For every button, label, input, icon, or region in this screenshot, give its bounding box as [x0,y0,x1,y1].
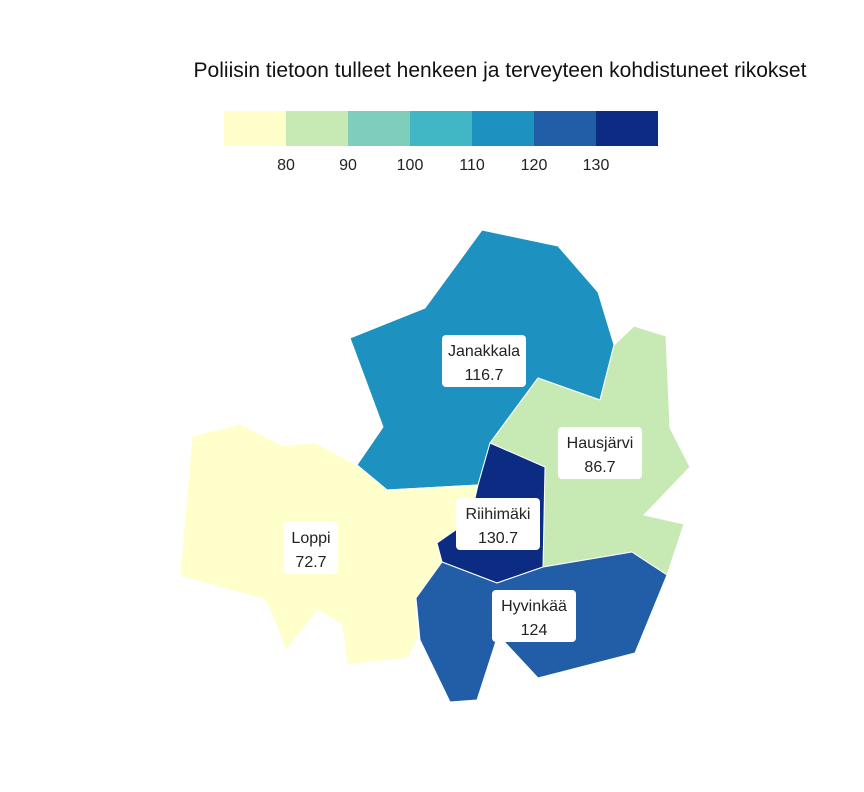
labels-layer: Janakkala 116.7 Hausjärvi 86.7 Loppi 72.… [284,335,642,642]
legend-swatch [534,111,596,146]
label-box [558,427,642,479]
region-value-label: 72.7 [295,554,326,571]
legend-tick-label: 80 [277,157,295,174]
region-value-label: 130.7 [478,530,518,547]
map-title: Poliisin tietoon tulleet henkeen ja terv… [194,59,807,82]
label-hausjarvi: Hausjärvi 86.7 [558,427,642,479]
label-box [284,522,338,574]
legend-tick-label: 90 [339,157,357,174]
region-name-label: Janakkala [448,343,520,360]
region-name-label: Hyvinkää [501,598,567,615]
label-box [492,590,576,642]
color-legend: 80 90 100 110 120 130 [224,111,658,174]
label-hyvinkaa: Hyvinkää 124 [492,590,576,642]
region-name-label: Hausjärvi [567,435,634,452]
region-value-label: 116.7 [465,367,504,384]
legend-swatch [224,111,286,146]
legend-tick-label: 110 [459,157,485,174]
region-name-label: Riihimäki [466,506,531,523]
region-value-label: 86.7 [584,459,615,476]
legend-swatch [410,111,472,146]
legend-tick-label: 120 [521,157,548,174]
legend-tick-label: 130 [583,157,610,174]
label-loppi: Loppi 72.7 [284,522,338,574]
legend-tick-label: 100 [397,157,424,174]
legend-swatch [286,111,348,146]
region-name-label: Loppi [291,530,330,547]
region-value-label: 124 [521,622,548,639]
label-box [442,335,526,387]
label-box [456,498,540,550]
label-janakkala: Janakkala 116.7 [442,335,526,387]
legend-swatch [348,111,410,146]
legend-swatch [472,111,534,146]
label-riihimaki: Riihimäki 130.7 [456,498,540,550]
legend-swatch [596,111,658,146]
